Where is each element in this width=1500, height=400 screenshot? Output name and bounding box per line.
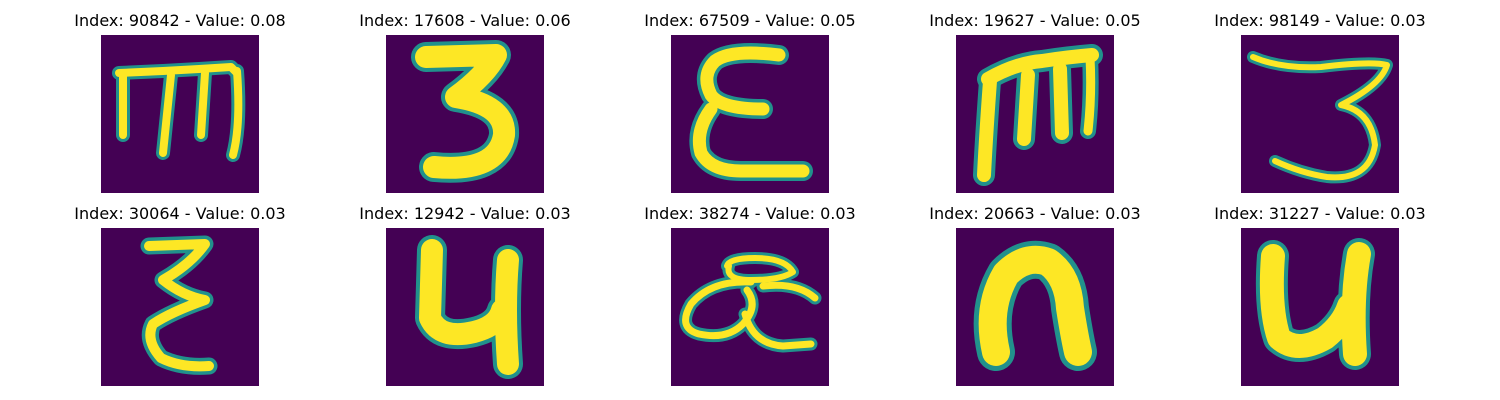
glyph-svg [973,44,1103,186]
panel-title: Index: 12942 - Value: 0.03 [359,204,571,223]
panel-title: Index: 98149 - Value: 0.03 [1214,11,1426,30]
handwritten-3-image [1241,35,1399,193]
panel-title: Index: 31227 - Value: 0.03 [1214,204,1426,223]
panel-title: Index: 19627 - Value: 0.05 [929,11,1141,30]
panel-title: Index: 30064 - Value: 0.03 [74,204,286,223]
panel-7: Index: 12942 - Value: 0.03 [345,204,585,386]
glyph-svg [415,235,523,379]
handwritten-epsilon-image [671,35,829,193]
glyph-svg [973,240,1097,371]
handwritten-u-image [1241,228,1399,386]
panel-1: Index: 90842 - Value: 0.08 [60,11,300,193]
handwritten-u-image [386,228,544,386]
glyph-svg [112,60,246,162]
panel-4: Index: 19627 - Value: 0.05 [915,11,1155,193]
panel-title: Index: 20663 - Value: 0.03 [929,204,1141,223]
panel-9: Index: 20663 - Value: 0.03 [915,204,1155,386]
glyph-svg [689,43,813,181]
panel-title: Index: 17608 - Value: 0.06 [359,11,571,30]
handwritten-m-image [101,35,259,193]
glyph-svg [1255,238,1375,370]
glyph-svg [1247,51,1393,184]
panel-10: Index: 31227 - Value: 0.03 [1200,204,1440,386]
panel-title: Index: 67509 - Value: 0.05 [644,11,856,30]
glyph-svg [679,252,822,353]
panel-5: Index: 98149 - Value: 0.03 [1200,11,1440,193]
handwritten-xi-image [101,228,259,386]
panel-title: Index: 38274 - Value: 0.03 [644,204,856,223]
glyph-svg [411,40,519,183]
handwritten-m-image [956,35,1114,193]
handwritten-n-image [956,228,1114,386]
handwritten-alpha-image [671,228,829,386]
panel-title: Index: 90842 - Value: 0.08 [74,11,286,30]
handwritten-3-image [386,35,544,193]
panel-8: Index: 38274 - Value: 0.03 [630,204,870,386]
panel-6: Index: 30064 - Value: 0.03 [60,204,300,386]
glyph-svg [140,235,218,375]
panel-2: Index: 17608 - Value: 0.06 [345,11,585,193]
panel-3: Index: 67509 - Value: 0.05 [630,11,870,193]
